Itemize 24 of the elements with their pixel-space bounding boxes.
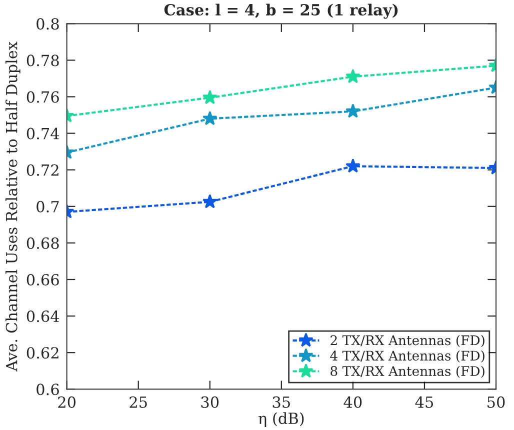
x-tick-label: 30: [201, 396, 219, 408]
y-tick-label: 0.62: [26, 347, 58, 359]
legend-label: 2 TX/RX Antennas (FD): [330, 335, 484, 348]
y-tick-label: 0.76: [26, 91, 59, 103]
y-tick-label: 0.8: [36, 18, 59, 30]
x-tick-label: 50: [488, 396, 505, 408]
y-tick-label: 0.72: [26, 164, 58, 176]
legend-label: 8 TX/RX Antennas (FD): [330, 366, 484, 378]
x-tick-label: 25: [130, 396, 147, 408]
y-tick-label: 0.66: [26, 274, 59, 286]
y-axis-title: Ave. Channel Uses Relative to Half Duplex: [6, 42, 20, 372]
y-tick-label: 0.6: [36, 384, 59, 396]
x-tick-label: 35: [272, 396, 290, 408]
y-tick-label: 0.64: [26, 310, 60, 322]
y-tick-label: 0.68: [26, 237, 59, 249]
legend-label: 4 TX/RX Antennas (FD): [330, 350, 484, 362]
x-tick-label: 40: [344, 396, 362, 408]
y-tick-label: 0.78: [26, 54, 59, 66]
x-tick-label: 20: [58, 396, 76, 408]
x-tick-label: 45: [415, 396, 434, 408]
chart-title: Case: l = 4, b = 25 (1 relay): [164, 4, 398, 19]
x-axis-title: η (dB): [258, 412, 304, 428]
y-tick-label: 0.74: [26, 128, 60, 140]
y-tick-label: 0.7: [36, 200, 59, 212]
